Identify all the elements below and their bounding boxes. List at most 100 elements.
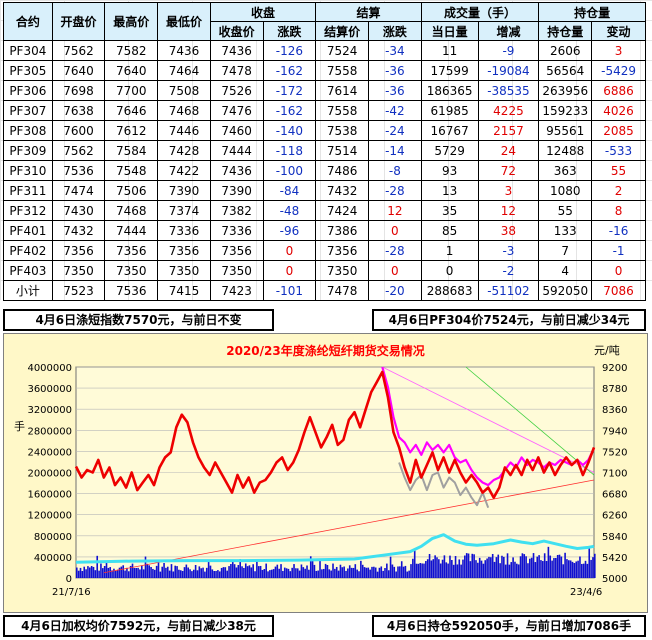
cell-vol: 1 bbox=[420, 240, 479, 261]
table-row: PF306 7698 7700 7508 7526 -172 7614 -36 186365 -3… bbox=[3, 80, 646, 101]
col-contract: 合约 bbox=[3, 2, 53, 41]
open-interest-line bbox=[75, 533, 595, 564]
cell-vol: 93 bbox=[420, 160, 479, 181]
y-tick-label-left: 0 bbox=[66, 574, 72, 585]
volume-bar bbox=[196, 570, 199, 578]
volume-bar bbox=[202, 567, 204, 578]
table-row: PF312 7430 7468 7374 7382 -48 7424 12 35 12 55 8 bbox=[3, 200, 646, 221]
table-row: PF311 7474 7506 7390 7390 -84 7432 -28 13 3 1080 2 bbox=[3, 180, 646, 201]
volume-bar bbox=[304, 568, 306, 578]
cell-high: 7640 bbox=[104, 60, 159, 81]
cell-open: 7474 bbox=[51, 180, 106, 201]
cell-open: 7698 bbox=[51, 80, 106, 101]
volume-bar bbox=[204, 571, 206, 578]
cell-high: 7444 bbox=[104, 220, 159, 241]
volume-bar bbox=[142, 569, 145, 578]
cell-settle: 7432 bbox=[315, 180, 369, 201]
cell-oichg: 6886 bbox=[591, 80, 646, 101]
col-oi: 持仓量 bbox=[538, 21, 593, 41]
volume-bar bbox=[211, 569, 214, 578]
volume-bar bbox=[244, 563, 247, 578]
cell-open: 7536 bbox=[51, 160, 106, 181]
table-row: PF310 7536 7548 7422 7436 -100 7486 -8 93 72 363 55 bbox=[3, 160, 646, 181]
volume-bar bbox=[562, 564, 565, 578]
volume-bar bbox=[176, 566, 178, 578]
cell-chg: -126 bbox=[262, 40, 317, 61]
volume-bar bbox=[369, 569, 371, 578]
volume-bar bbox=[313, 564, 316, 578]
cell-chg: -140 bbox=[262, 120, 317, 141]
volume-bar bbox=[296, 568, 299, 578]
volume-bar bbox=[181, 570, 184, 578]
volume-bar bbox=[508, 564, 511, 578]
volume-bar bbox=[334, 568, 336, 578]
volume-bar bbox=[308, 569, 310, 578]
cell-chg: -84 bbox=[262, 180, 317, 201]
y-tick-label-left: 3600000 bbox=[27, 384, 72, 395]
cell-vol: 61985 bbox=[420, 100, 479, 121]
cell-oichg: -1 bbox=[591, 240, 646, 261]
cell-schg: -28 bbox=[368, 240, 422, 261]
volume-bar bbox=[205, 567, 208, 578]
volume-bar bbox=[302, 567, 305, 578]
volume-bar bbox=[434, 555, 436, 578]
volume-bar bbox=[547, 546, 550, 578]
cell-low: 7508 bbox=[157, 80, 211, 101]
volume-bar bbox=[517, 564, 520, 578]
cell-vol: 0 bbox=[420, 260, 479, 281]
volume-bar bbox=[419, 563, 422, 578]
volume-bar bbox=[278, 568, 280, 578]
y-tick-label-left: 4000000 bbox=[27, 363, 72, 374]
volume-bar bbox=[163, 563, 165, 578]
volume-bar bbox=[309, 556, 312, 578]
volume-bar bbox=[248, 565, 251, 578]
volume-bar bbox=[497, 554, 500, 578]
volume-bar bbox=[348, 565, 351, 578]
volume-bar bbox=[218, 571, 221, 578]
cell-chg: 0 bbox=[262, 240, 317, 261]
cell-close: 7436 bbox=[209, 40, 264, 61]
volume-bar bbox=[486, 558, 488, 578]
volume-bar bbox=[451, 559, 453, 578]
col-open: 开盘价 bbox=[51, 2, 106, 41]
y-tick-label-right: 8360 bbox=[602, 405, 627, 416]
cell-oichg: -533 bbox=[591, 140, 646, 161]
trend-line-upper bbox=[382, 366, 595, 473]
volume-bar bbox=[168, 570, 171, 578]
y-tick-label-left: 400000 bbox=[34, 553, 72, 564]
table-row: PF304 7562 7582 7436 7436 -126 7524 -34 11 -9 2606… bbox=[3, 40, 646, 61]
volume-bar bbox=[503, 556, 505, 578]
volume-bar bbox=[467, 553, 470, 578]
volume-bar bbox=[265, 563, 267, 578]
cell-contract: PF402 bbox=[3, 240, 53, 261]
cell-low: 7468 bbox=[157, 100, 211, 121]
volume-bar bbox=[504, 564, 507, 578]
left-axis-unit: 手 bbox=[14, 419, 25, 433]
col-oi-chg: 变动 bbox=[591, 21, 646, 41]
volume-bar bbox=[477, 562, 479, 578]
volume-bar bbox=[491, 553, 494, 578]
cell-contract: PF309 bbox=[3, 140, 53, 161]
volume-bar bbox=[215, 570, 217, 578]
col-high: 最高价 bbox=[104, 2, 159, 41]
cell-settle: 7558 bbox=[315, 60, 369, 81]
volume-bar bbox=[425, 561, 427, 578]
volume-bar bbox=[495, 557, 498, 578]
volume-bar bbox=[391, 564, 394, 578]
y-tick-label-right: 6680 bbox=[602, 490, 627, 501]
volume-bar bbox=[274, 566, 277, 578]
volume-bar bbox=[590, 559, 592, 578]
volume-bar bbox=[111, 570, 113, 578]
cell-chg: -48 bbox=[262, 200, 317, 221]
volume-bar bbox=[360, 560, 362, 578]
cell-volchg: -51102 bbox=[477, 280, 540, 301]
cell-oi: 55 bbox=[538, 200, 593, 221]
volume-bar bbox=[283, 567, 286, 578]
volume-bar bbox=[96, 555, 99, 578]
cell-schg: -14 bbox=[368, 140, 422, 161]
volume-bar bbox=[198, 566, 201, 578]
volume-bar bbox=[560, 556, 563, 578]
cell-vol: 17599 bbox=[420, 60, 479, 81]
cell-oichg: 0 bbox=[591, 260, 646, 281]
volume-bar bbox=[83, 566, 86, 578]
